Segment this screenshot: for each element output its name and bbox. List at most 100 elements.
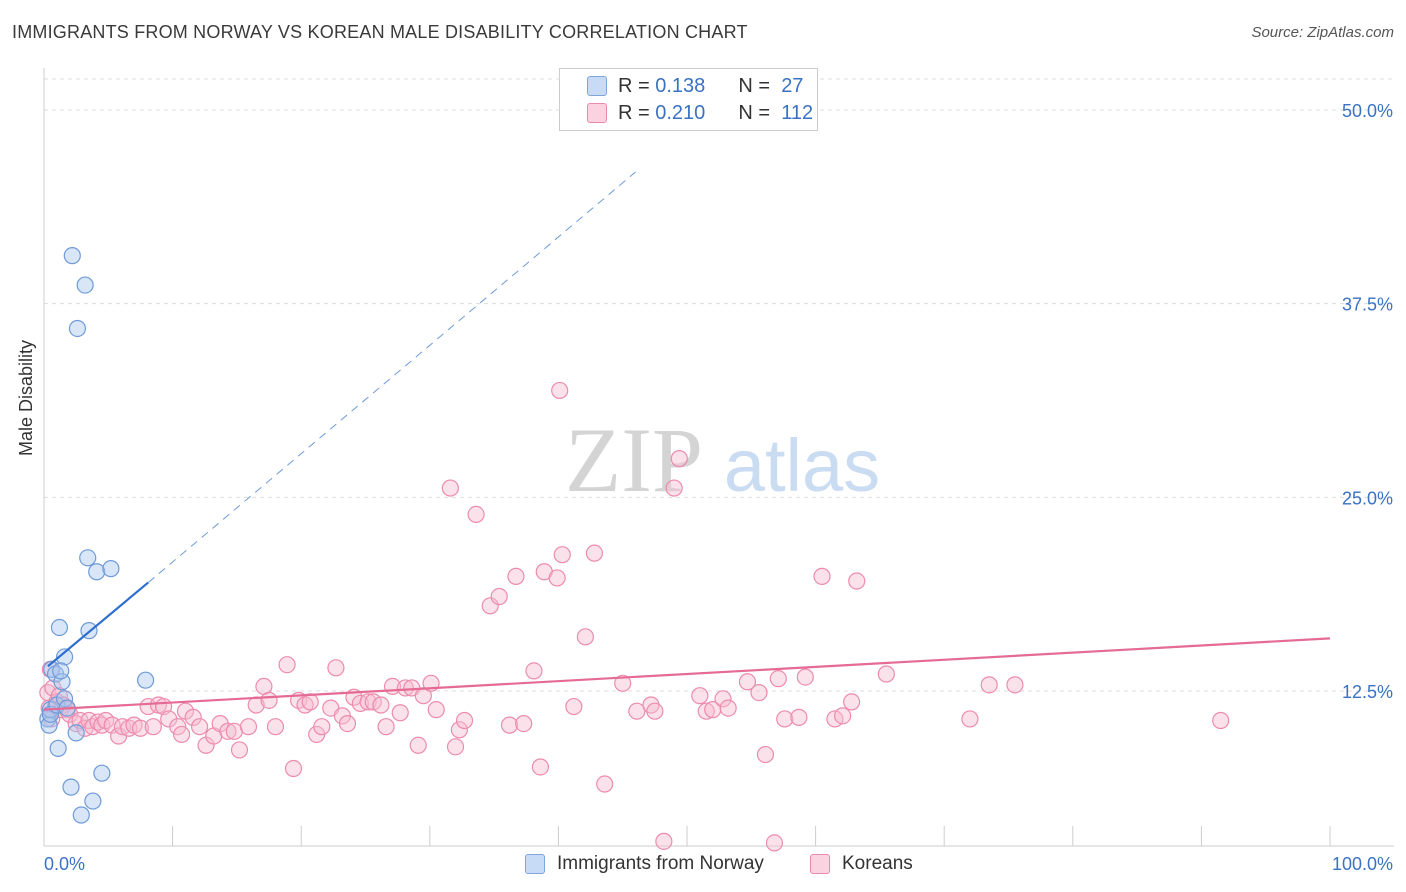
y-tick-label: 25.0% (1342, 488, 1393, 508)
norway-point (68, 319, 87, 338)
norway-point (55, 648, 74, 666)
chart-source: Source: ZipAtlas.com (1251, 24, 1394, 41)
grid-lines (44, 78, 1394, 692)
koreans-point (515, 714, 533, 733)
koreans-point (980, 676, 998, 694)
koreans-point (500, 716, 519, 734)
koreans-point (278, 656, 296, 674)
koreans-point (396, 679, 414, 697)
legend-row-koreans: R = 0.210 N = 112 (618, 101, 813, 125)
series-legend-swatch-norway (525, 854, 545, 874)
koreans-point (765, 834, 784, 852)
koreans-point (877, 665, 895, 683)
koreans-point (391, 704, 409, 722)
norway-point (102, 560, 120, 578)
koreans-point (769, 670, 787, 688)
norway-point (67, 724, 85, 742)
koreans-point (525, 662, 543, 680)
koreans-point (266, 718, 285, 736)
koreans-point (665, 479, 683, 497)
koreans-point (239, 718, 258, 736)
koreans-point (576, 628, 595, 646)
koreans-point (219, 722, 237, 740)
koreans-point (531, 758, 549, 776)
koreans-point (738, 673, 757, 691)
koreans-point (441, 479, 459, 497)
koreans-point (490, 587, 508, 606)
norway-point (93, 764, 111, 782)
legend-n-label: N = (738, 101, 771, 124)
koreans-point (191, 718, 209, 736)
koreans-point (834, 707, 852, 725)
x-tick-label: 0.0% (44, 854, 85, 874)
koreans-point (585, 544, 604, 562)
koreans-point (446, 738, 465, 756)
legend-swatch-norway (587, 76, 607, 96)
norway-point (76, 276, 94, 294)
koreans-point (507, 567, 525, 585)
koreans-point (548, 569, 566, 587)
series-legend-label-norway: Immigrants from Norway (557, 853, 764, 874)
koreans-point (169, 718, 187, 736)
koreans-point (565, 697, 583, 716)
koreans-point (670, 450, 688, 468)
koreans-point (173, 725, 191, 744)
legend-r-label: R = (618, 101, 650, 124)
koreans-point (697, 702, 715, 720)
y-tick-label: 37.5% (1342, 295, 1393, 315)
koreans-point (1212, 711, 1230, 730)
koreans-trend-line (43, 637, 1331, 711)
norway-point (52, 662, 70, 680)
koreans-point (359, 693, 377, 711)
koreans-point (230, 741, 249, 759)
koreans-point (372, 696, 390, 714)
koreans-point (409, 736, 427, 754)
koreans-point (719, 699, 737, 717)
koreans-point (714, 690, 732, 708)
koreans-point (1006, 676, 1024, 694)
norway-point (88, 563, 106, 581)
koreans-point (131, 719, 150, 737)
norway-trend-line (47, 581, 149, 668)
koreans-point (551, 381, 569, 400)
koreans-point (961, 710, 979, 728)
y-tick-label: 50.0% (1342, 101, 1393, 121)
koreans-point (646, 702, 664, 720)
watermark-atlas: atlas (724, 424, 880, 507)
norway-point (72, 806, 90, 824)
series-norway (39, 247, 155, 824)
legend-n-value: 112 (781, 101, 814, 124)
legend-swatch-koreans (587, 103, 607, 123)
koreans-point (296, 696, 314, 714)
koreans-point (284, 759, 303, 778)
koreans-point (776, 710, 794, 728)
koreans-point (184, 708, 202, 726)
norway-trend-extension (147, 171, 636, 583)
norway-point (84, 792, 102, 810)
koreans-point (750, 683, 768, 702)
koreans-point (553, 546, 571, 564)
series-legend-swatch-koreans (810, 854, 830, 874)
koreans-point (455, 711, 474, 730)
norway-point (49, 739, 67, 757)
koreans-point (596, 775, 614, 793)
norway-point (136, 671, 155, 689)
koreans-point (796, 668, 814, 686)
koreans-point (848, 572, 866, 590)
koreans-point (614, 674, 632, 692)
norway-point (53, 673, 71, 691)
koreans-point (691, 687, 709, 705)
watermark: ZIP atlas (565, 409, 880, 511)
norway-point (79, 549, 97, 567)
series-legend-norway: Immigrants from Norway (525, 852, 764, 876)
legend-n-label: N = (738, 74, 771, 97)
y-axis-label: Male Disability (16, 339, 36, 456)
koreans-point (450, 721, 468, 739)
koreans-point (756, 745, 775, 764)
koreans-point (813, 567, 831, 585)
legend-r-value: 0.210 (655, 101, 706, 124)
norway-point (62, 778, 80, 796)
koreans-point (628, 702, 646, 720)
x-tick-label: 100.0% (1332, 854, 1393, 874)
